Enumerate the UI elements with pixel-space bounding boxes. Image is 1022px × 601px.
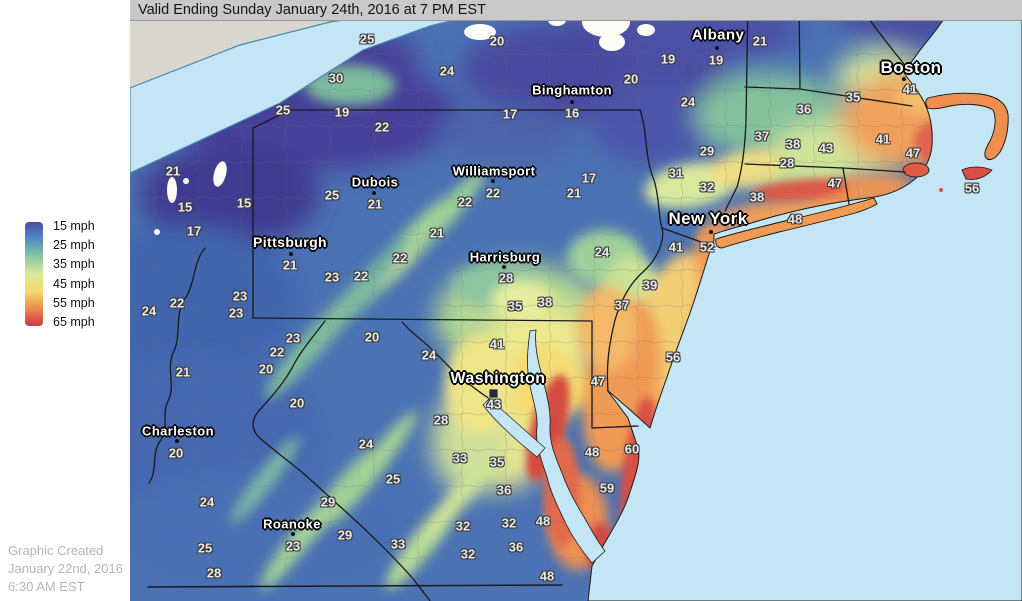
cape-cod xyxy=(925,92,1009,161)
out-of-domain-land xyxy=(130,0,530,88)
wind-speed-legend: 15 mph 25 mph 35 mph 45 mph 55 mph 65 mp… xyxy=(25,220,95,328)
credit-line-1: Graphic Created xyxy=(8,543,104,558)
legend-gradient-bar xyxy=(25,222,43,326)
marthas-vineyard xyxy=(902,162,930,178)
legend-label-65: 65 mph xyxy=(53,314,95,329)
map-title: Valid Ending Sunday January 24th, 2016 a… xyxy=(138,2,486,18)
credit-text: Graphic Created January 22nd, 2016 6:30 … xyxy=(8,542,123,596)
legend-label-55: 55 mph xyxy=(53,295,95,310)
state-borders xyxy=(147,0,913,601)
legend-label-35: 35 mph xyxy=(53,257,95,272)
map-layers xyxy=(130,0,1022,601)
potomac-river-tidal xyxy=(482,398,546,458)
legend-label-45: 45 mph xyxy=(53,276,95,291)
long-island xyxy=(715,197,878,249)
small-island xyxy=(939,188,943,192)
washington-dc-square xyxy=(488,388,499,399)
credit-line-2: January 22nd, 2016 xyxy=(8,561,123,576)
legend-labels: 15 mph 25 mph 35 mph 45 mph 55 mph 65 mp… xyxy=(53,220,95,328)
atlantic-ocean xyxy=(587,0,1022,601)
title-bar: Valid Ending Sunday January 24th, 2016 a… xyxy=(130,0,1022,21)
credit-line-3: 6:30 AM EST xyxy=(8,579,85,594)
legend-label-15: 15 mph xyxy=(53,219,95,233)
nantucket xyxy=(961,166,993,180)
legend-label-25: 25 mph xyxy=(53,238,95,253)
